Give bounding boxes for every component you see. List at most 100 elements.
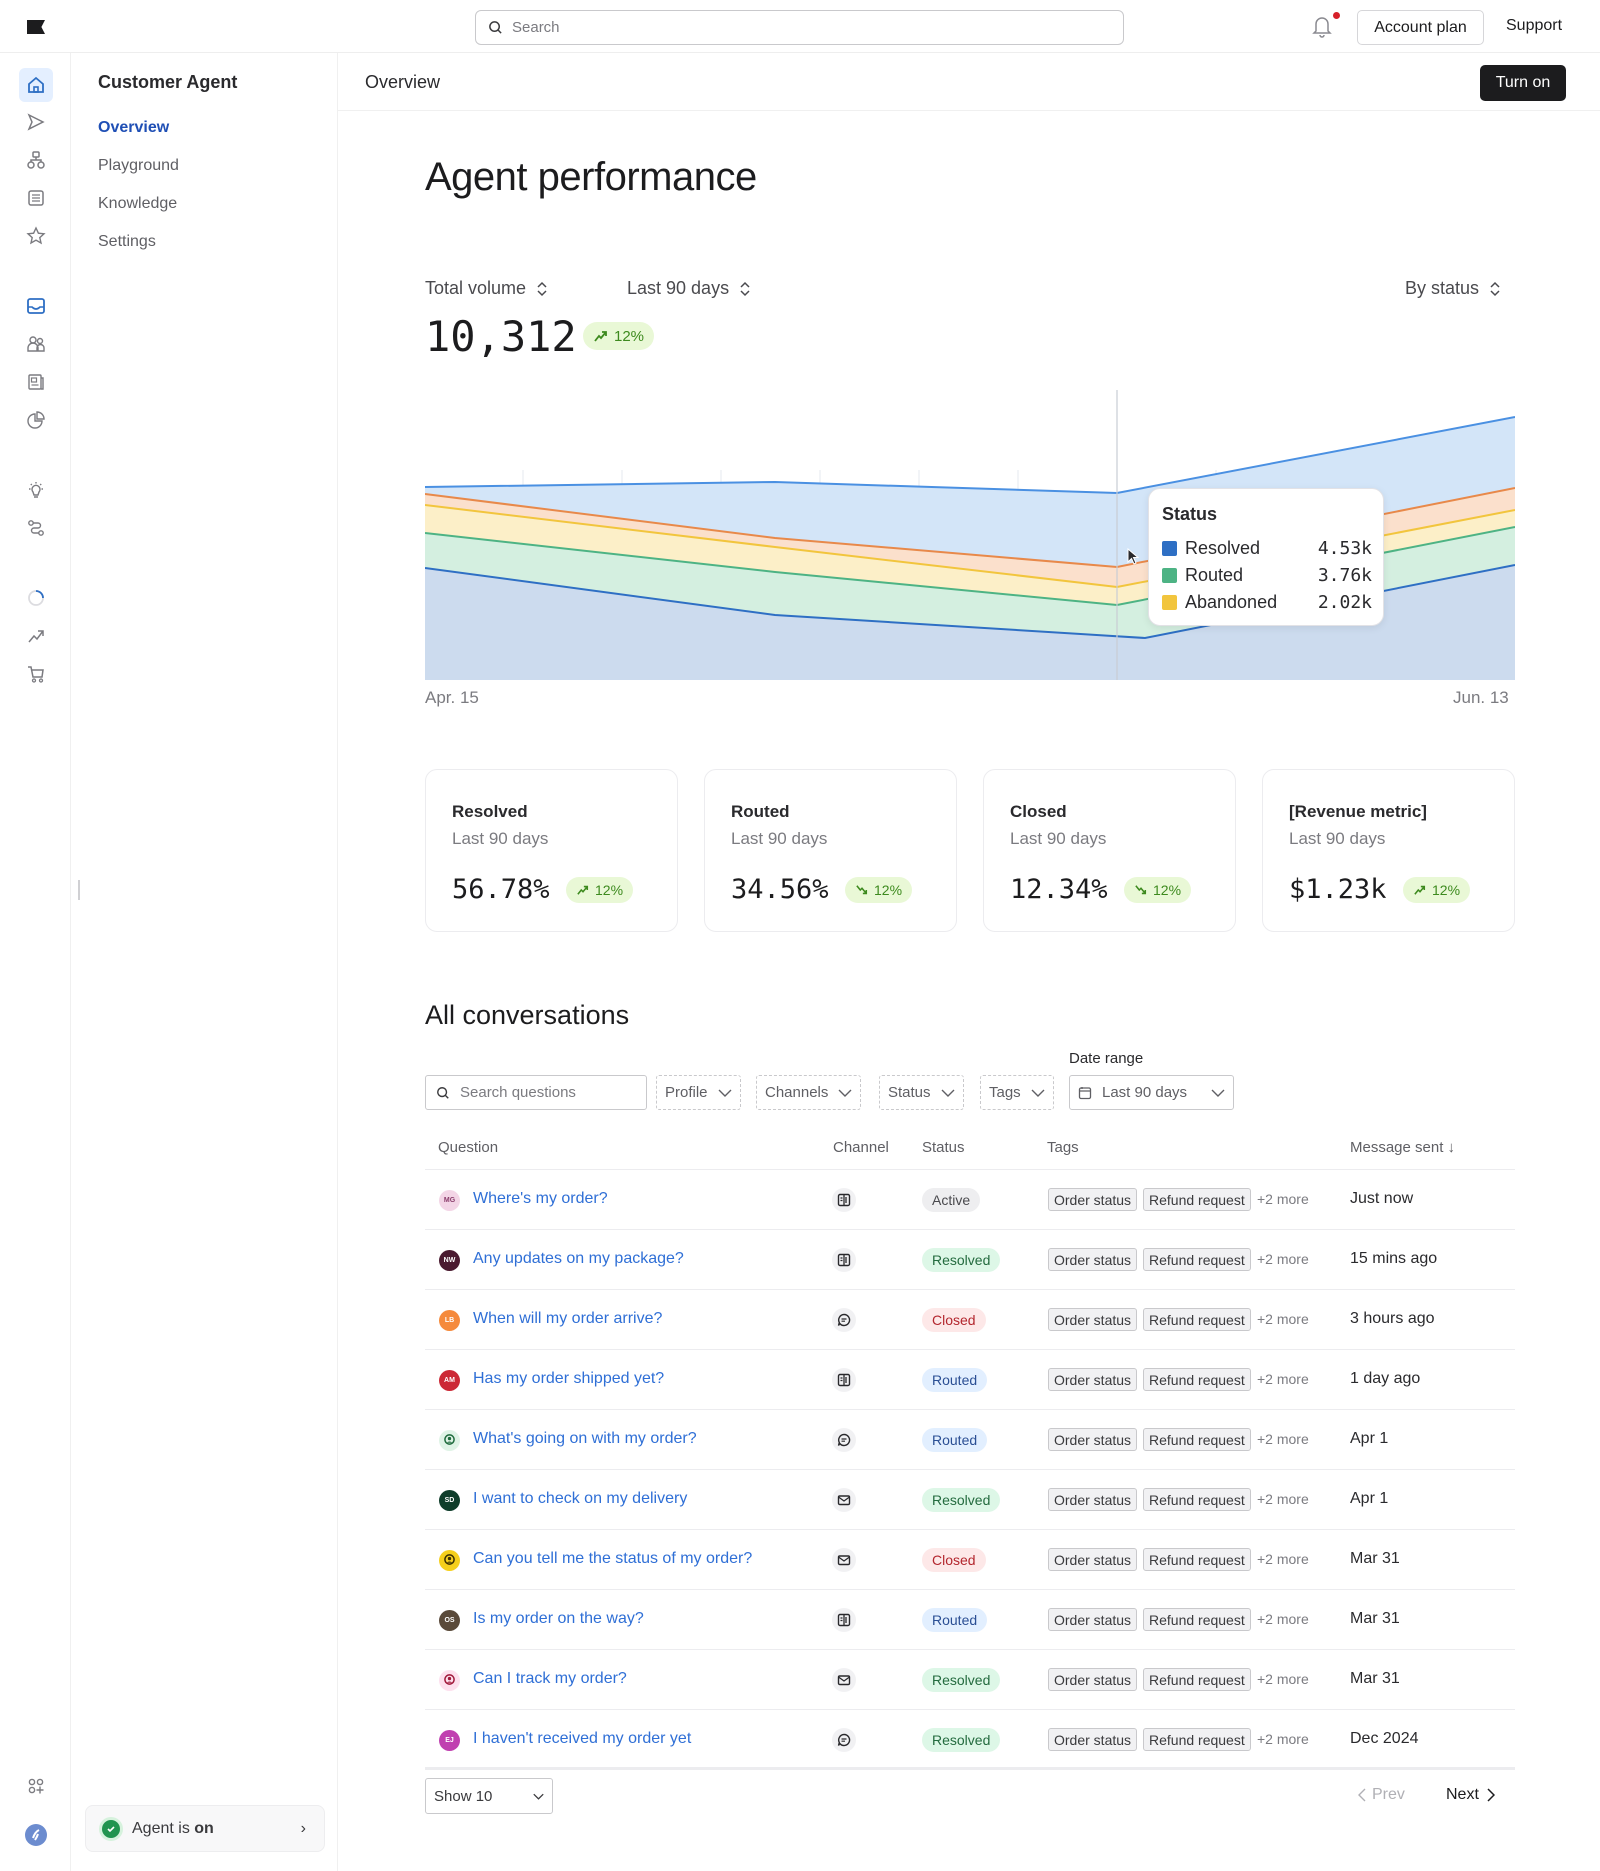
more-tags-link[interactable]: +2 more (1257, 1611, 1309, 1627)
tag-chip[interactable]: Order status (1048, 1728, 1138, 1751)
nav-item-overview[interactable]: Overview (98, 119, 170, 136)
more-tags-link[interactable]: +2 more (1257, 1671, 1309, 1687)
table-row[interactable]: OS Is my order on the way? Routed Order sta… (425, 1590, 1515, 1650)
tag-chip[interactable]: Refund request (1143, 1488, 1251, 1511)
next-page-button[interactable]: Next (1446, 1786, 1495, 1804)
tag-chip[interactable]: Refund request (1143, 1248, 1251, 1271)
bell-icon[interactable] (1311, 14, 1333, 38)
table-row[interactable]: MG Where's my order? Active Order status Ref… (425, 1170, 1515, 1230)
question-link[interactable]: Is my order on the way? (473, 1610, 644, 1627)
more-tags-link[interactable]: +2 more (1257, 1431, 1309, 1447)
tag-chip[interactable]: Refund request (1143, 1308, 1251, 1331)
question-link[interactable]: Where's my order? (473, 1190, 608, 1207)
metric-card-revenue[interactable]: [Revenue metric] Last 90 days $1.23k 12% (1262, 769, 1515, 932)
card-trend-value: 12% (595, 882, 624, 898)
more-tags-link[interactable]: +2 more (1257, 1371, 1309, 1387)
tooltip-row-routed: Routed 3.76k (1162, 565, 1372, 586)
range-selector[interactable]: Last 90 days (627, 278, 751, 299)
search-questions-input[interactable]: Search questions (425, 1075, 647, 1110)
inbox-icon[interactable] (22, 292, 50, 320)
date-range-select[interactable]: Last 90 days (1069, 1075, 1234, 1110)
tag-chip[interactable]: Order status (1048, 1608, 1138, 1631)
metric-selector[interactable]: Total volume (425, 278, 548, 299)
tag-chip[interactable]: Order status (1048, 1248, 1138, 1271)
global-search-input[interactable]: Search (475, 10, 1124, 45)
turn-on-button[interactable]: Turn on (1480, 65, 1566, 101)
filter-tags[interactable]: Tags (980, 1075, 1054, 1110)
question-link[interactable]: I haven't received my order yet (473, 1730, 692, 1747)
tag-chip[interactable]: Refund request (1143, 1428, 1251, 1451)
table-row[interactable]: LB When will my order arrive? Closed Order … (425, 1290, 1515, 1350)
logo-flag-icon[interactable] (27, 20, 45, 34)
table-row[interactable]: SD I want to check on my delivery Resolved… (425, 1470, 1515, 1530)
metric-card-routed[interactable]: Routed Last 90 days 34.56% 12% (704, 769, 957, 932)
tag-chip[interactable]: Order status (1048, 1428, 1138, 1451)
column-status[interactable]: Status (922, 1139, 965, 1156)
user-avatar-icon[interactable] (22, 1821, 50, 1849)
more-tags-link[interactable]: +2 more (1257, 1551, 1309, 1567)
table-row[interactable]: NW Any updates on my package? Resolved Orde… (425, 1230, 1515, 1290)
metric-card-resolved[interactable]: Resolved Last 90 days 56.78% 12% (425, 769, 678, 932)
tag-chip[interactable]: Order status (1048, 1188, 1138, 1211)
cart-icon[interactable] (22, 660, 50, 688)
question-link[interactable]: What's going on with my order? (473, 1430, 697, 1447)
add-apps-icon[interactable] (22, 1772, 50, 1800)
pie-chart-icon[interactable] (22, 406, 50, 434)
filter-channels[interactable]: Channels (756, 1075, 862, 1110)
column-message-sent[interactable]: Message sent ↓ (1350, 1139, 1456, 1156)
column-channel[interactable]: Channel (833, 1139, 889, 1156)
table-row[interactable]: What's going on with my order? Routed Orde… (425, 1410, 1515, 1470)
question-link[interactable]: When will my order arrive? (473, 1310, 663, 1327)
more-tags-link[interactable]: +2 more (1257, 1251, 1309, 1267)
column-tags[interactable]: Tags (1047, 1139, 1079, 1156)
account-plan-button[interactable]: Account plan (1357, 10, 1484, 45)
tag-chip[interactable]: Refund request (1143, 1368, 1251, 1391)
nav-item-settings[interactable]: Settings (98, 233, 156, 250)
tag-chip[interactable]: Refund request (1143, 1188, 1251, 1211)
page-size-select[interactable]: Show 10 (425, 1778, 553, 1814)
prev-page-button[interactable]: Prev (1358, 1786, 1405, 1804)
metric-card-closed[interactable]: Closed Last 90 days 12.34% 12% (983, 769, 1236, 932)
question-link[interactable]: Any updates on my package? (473, 1250, 684, 1267)
nav-item-playground[interactable]: Playground (98, 157, 179, 174)
users-icon[interactable] (22, 330, 50, 358)
route-icon[interactable] (22, 514, 50, 542)
nav-item-knowledge[interactable]: Knowledge (98, 195, 178, 212)
question-link[interactable]: I want to check on my delivery (473, 1490, 688, 1507)
question-link[interactable]: Can you tell me the status of my order? (473, 1550, 753, 1567)
column-question[interactable]: Question (438, 1139, 499, 1156)
workflow-icon[interactable] (22, 146, 50, 174)
table-row[interactable]: Can you tell me the status of my order? C… (425, 1530, 1515, 1590)
tag-chip[interactable]: Order status (1048, 1488, 1138, 1511)
question-link[interactable]: Has my order shipped yet? (473, 1370, 665, 1387)
lightbulb-icon[interactable] (22, 476, 50, 504)
question-link[interactable]: Can I track my order? (473, 1670, 627, 1687)
filter-status[interactable]: Status (879, 1075, 964, 1110)
tag-chip[interactable]: Order status (1048, 1368, 1138, 1391)
tag-chip[interactable]: Refund request (1143, 1728, 1251, 1751)
tag-chip[interactable]: Order status (1048, 1668, 1138, 1691)
tag-chip[interactable]: Refund request (1143, 1608, 1251, 1631)
home-icon[interactable] (19, 68, 53, 102)
group-selector[interactable]: By status (1405, 278, 1501, 299)
newspaper-icon[interactable] (22, 368, 50, 396)
tag-chip[interactable]: Order status (1048, 1308, 1138, 1331)
table-row[interactable]: Can I track my order? Resolved Order statu… (425, 1650, 1515, 1710)
filter-profile[interactable]: Profile (656, 1075, 741, 1110)
send-icon[interactable] (22, 108, 50, 136)
more-tags-link[interactable]: +2 more (1257, 1311, 1309, 1327)
more-tags-link[interactable]: +2 more (1257, 1731, 1309, 1747)
more-tags-link[interactable]: +2 more (1257, 1491, 1309, 1507)
trending-up-icon[interactable] (22, 622, 50, 650)
document-list-icon[interactable] (22, 184, 50, 212)
support-link[interactable]: Support (1506, 17, 1563, 34)
tag-chip[interactable]: Refund request (1143, 1668, 1251, 1691)
star-icon[interactable] (22, 222, 50, 250)
table-row[interactable]: AM Has my order shipped yet? Routed Order s… (425, 1350, 1515, 1410)
table-row[interactable]: EJ I haven't received my order yet Resolve… (425, 1710, 1515, 1770)
tag-chip[interactable]: Order status (1048, 1548, 1138, 1571)
agent-status-button[interactable]: Agent is on › (85, 1805, 325, 1852)
resize-handle[interactable] (78, 880, 80, 900)
more-tags-link[interactable]: +2 more (1257, 1191, 1309, 1207)
tag-chip[interactable]: Refund request (1143, 1548, 1251, 1571)
